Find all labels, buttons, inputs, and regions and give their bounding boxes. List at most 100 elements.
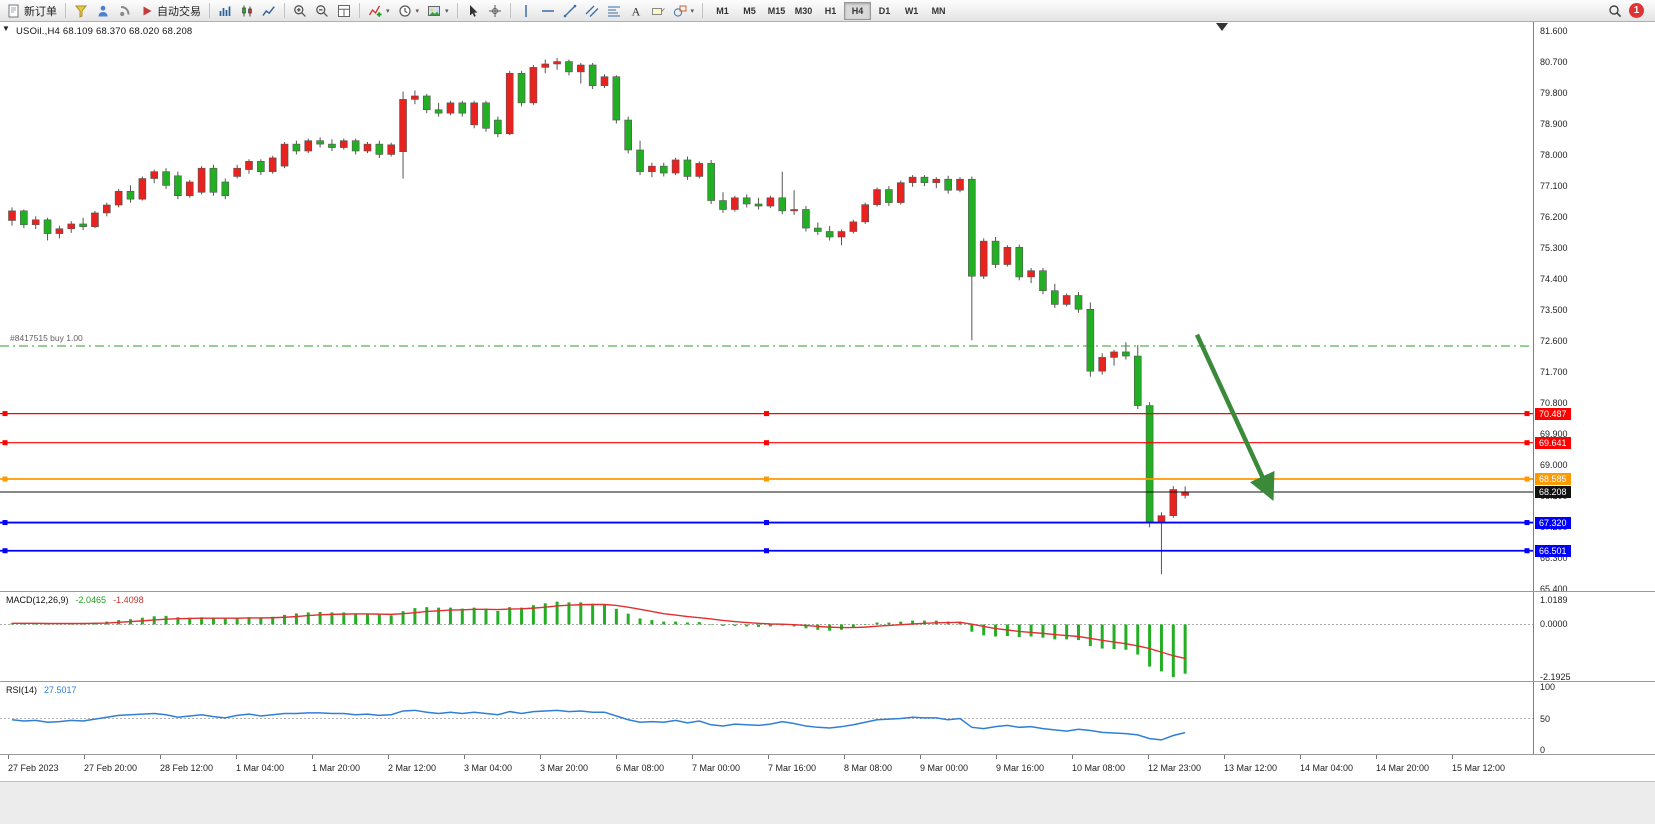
new-order-button[interactable]: 新订单	[3, 1, 61, 20]
draw-vertical-line-icon	[519, 4, 533, 18]
timeframe-mn-button[interactable]: MN	[925, 2, 952, 20]
new-order-icon	[7, 4, 21, 18]
draw-fibonacci-icon	[607, 4, 621, 18]
new-order-label: 新订单	[24, 5, 57, 18]
time-axis-tick	[540, 755, 541, 759]
candlestick-mode-button[interactable]	[236, 1, 258, 20]
draw-horizontal-line-button[interactable]	[537, 1, 559, 20]
terminal-button[interactable]	[114, 1, 136, 20]
notification-badge[interactable]: 1	[1629, 3, 1644, 18]
price-scale-label: 76.200	[1540, 212, 1568, 223]
panel-divider[interactable]	[0, 681, 1655, 682]
drawn-arrow-object[interactable]	[1194, 333, 1275, 502]
time-axis-tick	[692, 755, 693, 759]
price-scale-label: 80.700	[1540, 57, 1568, 68]
level-price-badge: 70.487	[1535, 407, 1571, 420]
bar-chart-mode-icon	[218, 4, 232, 18]
timeframe-m5-button[interactable]: M5	[736, 2, 763, 20]
draw-vertical-line-button[interactable]	[515, 1, 537, 20]
one-click-trading-toggle[interactable]: ▼	[2, 24, 10, 33]
macd-indicator-canvas[interactable]	[0, 592, 1533, 681]
terminal-icon	[118, 4, 132, 18]
timeframe-m30-button[interactable]: M30	[790, 2, 817, 20]
crosshair-icon	[488, 4, 502, 18]
price-scale[interactable]: 81.600 80.700 79.800 78.900 78.000 77.100 76.2…	[1533, 22, 1655, 755]
timeframe-group: M1 M5 M15 M30 H1 H4 D1 W1 MN	[709, 1, 952, 20]
draw-fibonacci-button[interactable]	[603, 1, 625, 20]
price-scale-label: 74.400	[1540, 273, 1568, 284]
time-axis-label: 1 Mar 04:00	[236, 763, 285, 773]
time-axis-tick	[920, 755, 921, 759]
chart-plot-area[interactable]: ▼ USOil.,H4 68.109 68.370 68.020 68.208 …	[0, 22, 1533, 755]
price-scale-label: 79.800	[1540, 88, 1568, 99]
navigator-button[interactable]	[92, 1, 114, 20]
draw-text-icon: A	[629, 4, 643, 18]
draw-label-button[interactable]	[647, 1, 669, 20]
templates-button[interactable]: ▾	[423, 1, 453, 20]
draw-shapes-button[interactable]: ▾	[669, 1, 699, 20]
draw-trendline-button[interactable]	[559, 1, 581, 20]
periods-button[interactable]: ▾	[394, 1, 424, 20]
time-axis-label: 27 Feb 2023	[8, 763, 59, 773]
timeframe-w1-button[interactable]: W1	[898, 2, 925, 20]
draw-channel-button[interactable]	[581, 1, 603, 20]
toolbar-separator	[65, 3, 66, 18]
rsi-indicator-canvas[interactable]	[0, 682, 1533, 755]
time-axis-tick	[236, 755, 237, 759]
panel-divider[interactable]	[0, 591, 1655, 592]
rsi-scale-label: 0	[1540, 744, 1546, 755]
time-axis-tick	[84, 755, 85, 759]
price-scale-label: 69.000	[1540, 459, 1568, 470]
time-axis-tick	[464, 755, 465, 759]
time-axis-label: 3 Mar 20:00	[540, 763, 589, 773]
draw-shapes-caret-icon: ▾	[690, 7, 695, 15]
crosshair-button[interactable]	[484, 1, 506, 20]
panel-divider[interactable]	[0, 754, 1655, 755]
market-watch-button[interactable]	[70, 1, 92, 20]
macd-indicator-name: MACD(12,26,9)	[6, 595, 69, 605]
draw-label-icon	[651, 4, 665, 18]
time-axis-label: 9 Mar 00:00	[920, 763, 969, 773]
macd-scale-label: 1.0189	[1540, 594, 1568, 605]
indicators-button[interactable]: ▾	[364, 1, 394, 20]
rsi-value: 27.5017	[44, 685, 77, 695]
open-position-label[interactable]: #8417515 buy 1.00	[10, 333, 83, 344]
timeframe-d1-button[interactable]: D1	[871, 2, 898, 20]
price-chart-canvas[interactable]	[0, 22, 1533, 591]
rsi-line	[11, 709, 1186, 741]
auto-trading-button[interactable]: 自动交易	[136, 1, 205, 20]
price-scale-label: 72.600	[1540, 335, 1568, 346]
time-axis-tick	[388, 755, 389, 759]
timeframe-m15-button[interactable]: M15	[763, 2, 790, 20]
zoom-out-button[interactable]	[311, 1, 333, 20]
time-axis-label: 9 Mar 16:00	[996, 763, 1045, 773]
line-chart-mode-button[interactable]	[258, 1, 280, 20]
time-axis-label: 14 Mar 04:00	[1300, 763, 1354, 773]
time-axis-tick	[8, 755, 9, 759]
cursor-button[interactable]	[462, 1, 484, 20]
candles-layer	[8, 58, 1189, 575]
price-scale-label: 75.300	[1540, 243, 1568, 254]
indicators-icon	[368, 4, 382, 18]
search-icon[interactable]	[1608, 4, 1622, 18]
price-scale-label: 71.700	[1540, 366, 1568, 377]
timeframe-h4-button[interactable]: H4	[844, 1, 872, 20]
zoom-in-button[interactable]	[289, 1, 311, 20]
rsi-scale-label: 50	[1540, 713, 1551, 724]
time-axis-tick	[844, 755, 845, 759]
zoom-out-icon	[315, 4, 329, 18]
time-axis-tick	[1148, 755, 1149, 759]
toolbar-separator	[359, 3, 360, 18]
time-axis-label: 13 Mar 12:00	[1224, 763, 1278, 773]
draw-channel-icon	[585, 4, 599, 18]
timeframe-m1-button[interactable]: M1	[709, 2, 736, 20]
draw-trendline-icon	[563, 4, 577, 18]
tile-windows-button[interactable]	[333, 1, 355, 20]
draw-text-button[interactable]: A	[625, 1, 647, 20]
bar-chart-mode-button[interactable]	[214, 1, 236, 20]
zoom-in-icon	[293, 4, 307, 18]
chart-shift-marker[interactable]	[1216, 23, 1228, 31]
timeframe-h1-button[interactable]: H1	[817, 2, 844, 20]
rsi-scale-label: 100	[1540, 682, 1556, 693]
time-scale[interactable]: 27 Feb 2023 27 Feb 20:00 28 Feb 12:00 1 Mar…	[0, 755, 1655, 781]
